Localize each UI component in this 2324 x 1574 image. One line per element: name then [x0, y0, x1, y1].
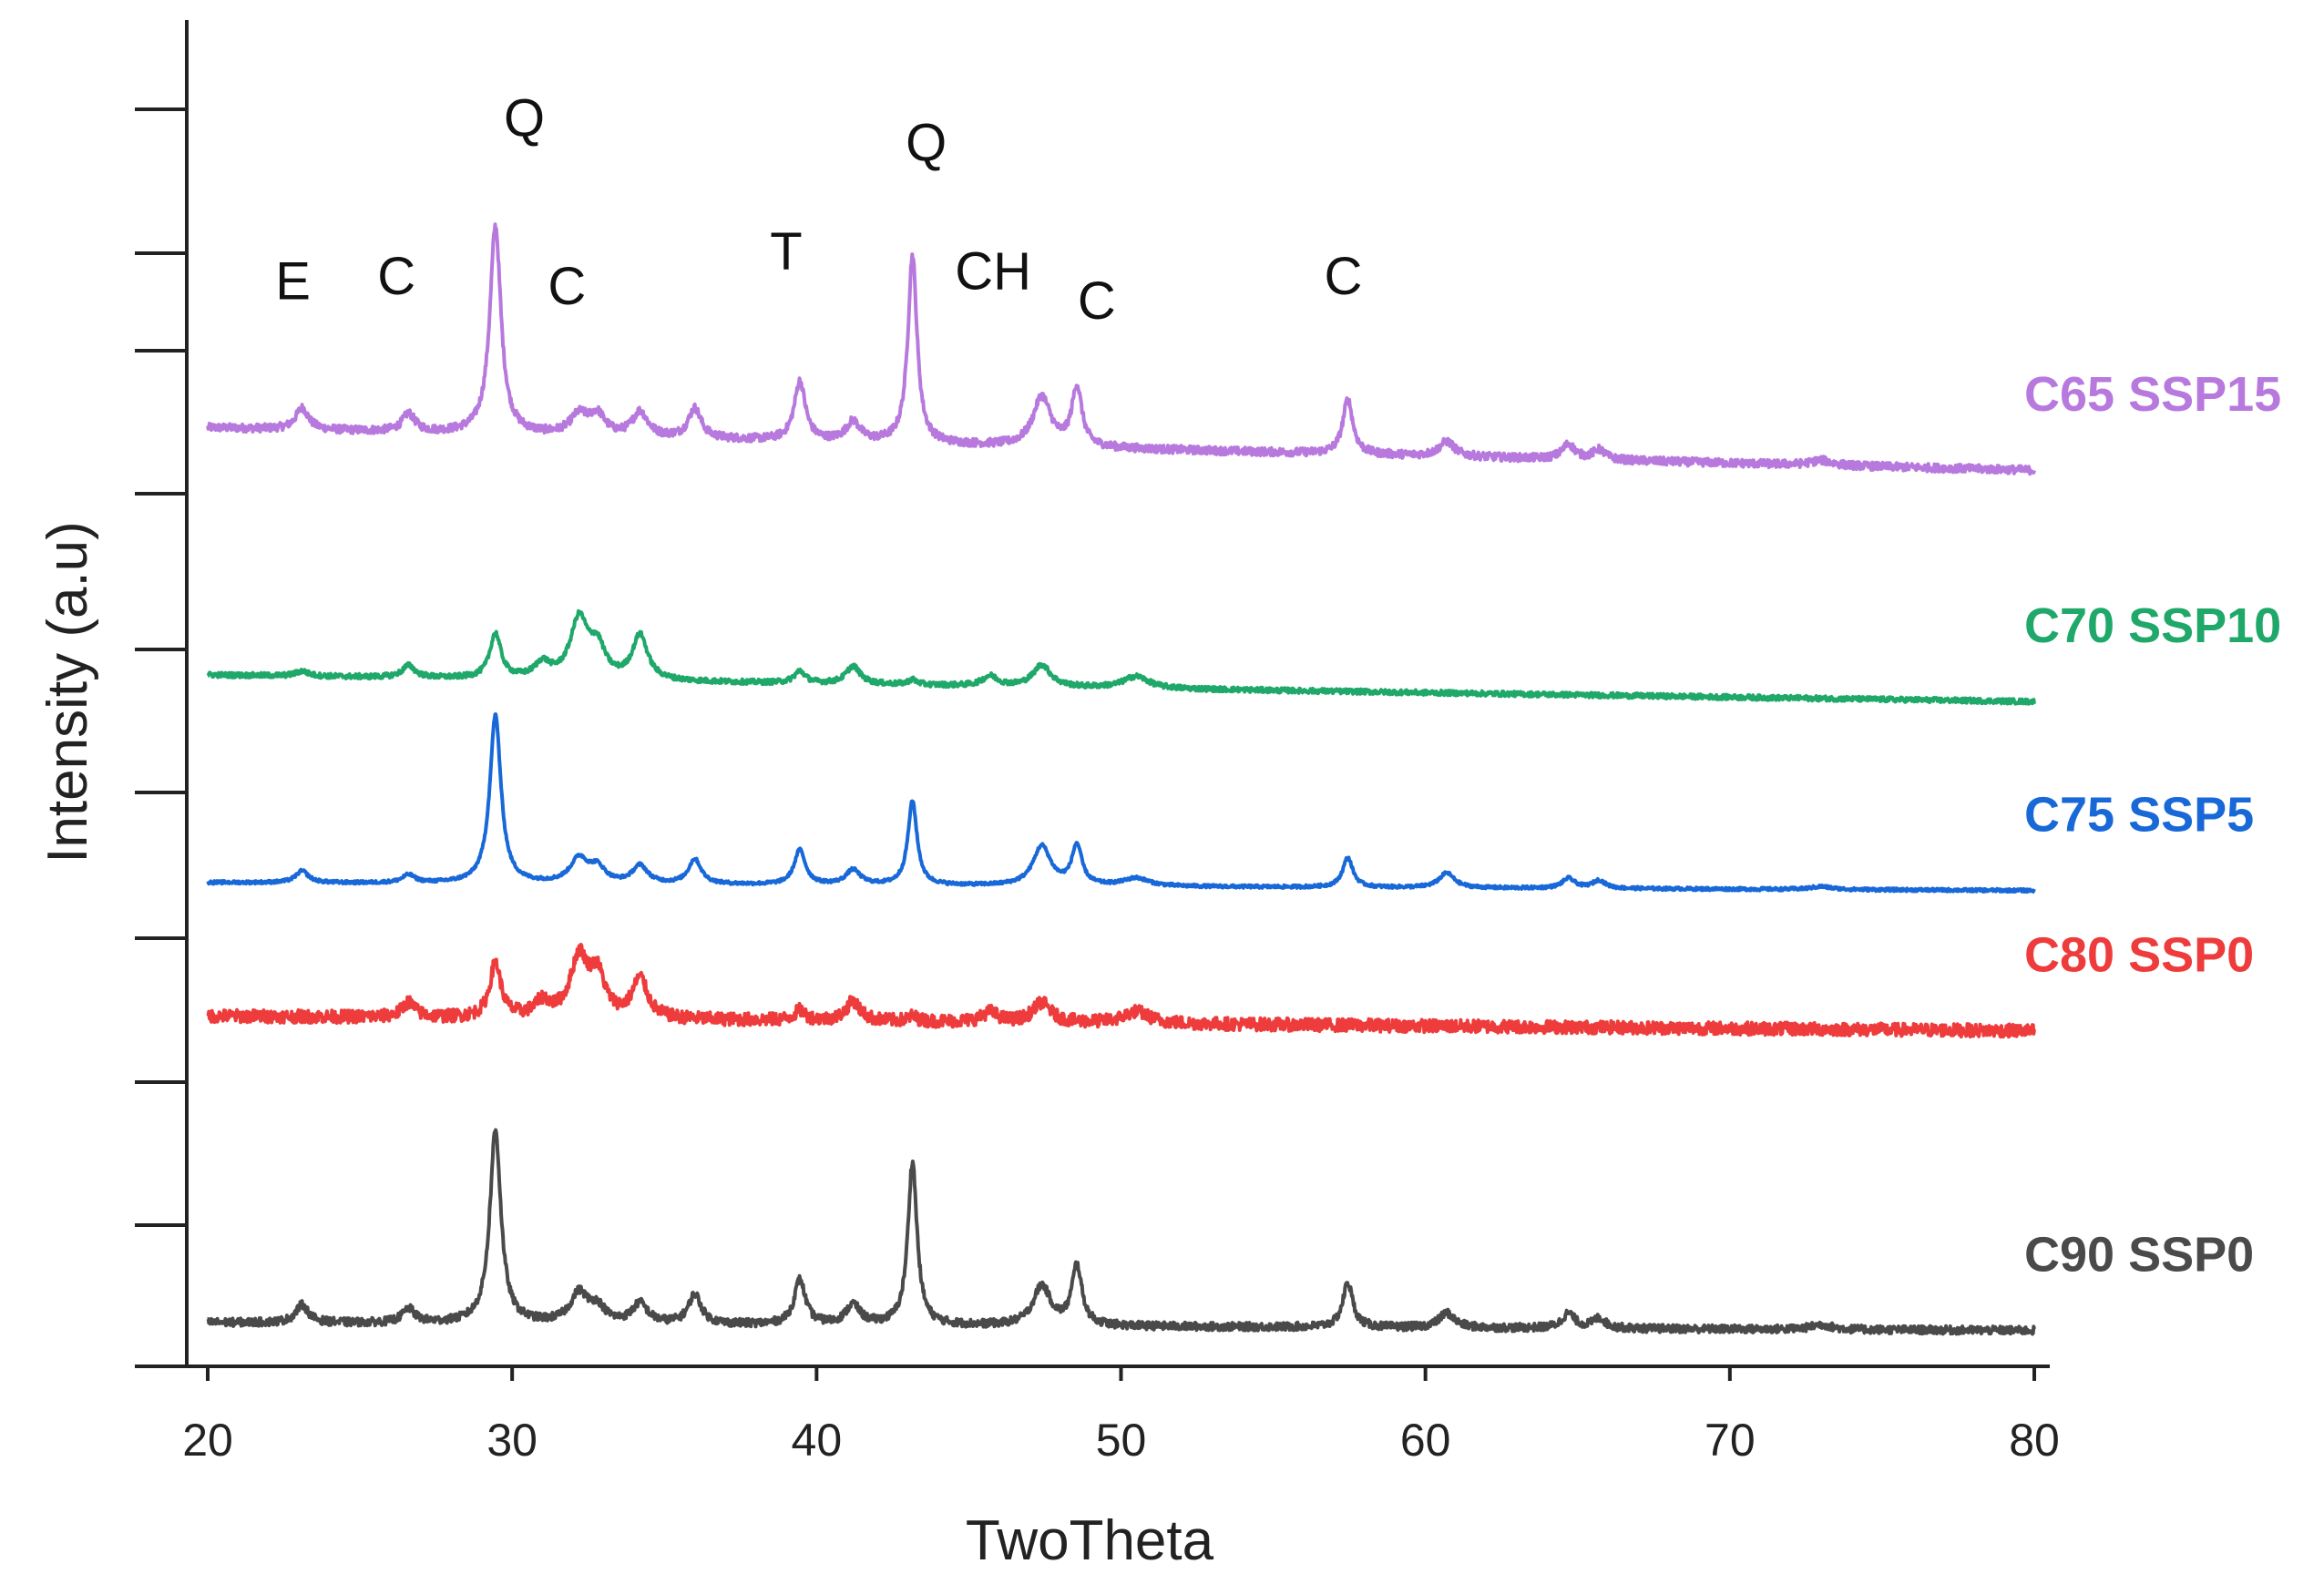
x-ticks: 20 30 40 50 60 70 80	[182, 1366, 2060, 1466]
axes: 20 30 40 50 60 70 80	[135, 20, 2060, 1466]
peak-annotation: C	[377, 247, 415, 306]
x-tick-label: 80	[2009, 1415, 2060, 1466]
series-label: C65 SSP15	[2024, 367, 2281, 422]
y-axis-title: Intensity (a.u)	[36, 521, 99, 864]
series-label: C75 SSP5	[2024, 788, 2254, 843]
series-group	[206, 222, 2036, 1336]
peak-annotation: Q	[906, 113, 947, 172]
series-line	[206, 943, 2036, 1039]
series-line	[206, 712, 2036, 894]
x-tick-label: 70	[1705, 1415, 1756, 1466]
peak-annotation: C	[1078, 271, 1116, 331]
series-label: C70 SSP10	[2024, 598, 2281, 653]
x-tick-label: 50	[1096, 1415, 1147, 1466]
series-line	[206, 1128, 2036, 1336]
peak-annotation: CH	[955, 242, 1031, 302]
peak-annotation: E	[275, 251, 311, 311]
peak-annotation: T	[770, 222, 802, 281]
x-axis-title: TwoTheta	[966, 1509, 1214, 1572]
peak-annotation: C	[548, 257, 586, 316]
x-tick-label: 40	[792, 1415, 843, 1466]
y-ticks	[135, 107, 187, 1227]
peak-annotation: C	[1324, 247, 1362, 306]
x-tick-label: 60	[1400, 1415, 1451, 1466]
peak-annotations: E C Q C T Q CH C C	[275, 88, 1362, 331]
series-label: C90 SSP0	[2024, 1228, 2254, 1283]
series-label: C80 SSP0	[2024, 928, 2254, 983]
peak-annotation: Q	[504, 88, 545, 148]
x-tick-label: 20	[182, 1415, 233, 1466]
series-line	[206, 222, 2036, 476]
series-line	[206, 608, 2036, 706]
series-labels: C65 SSP15 C70 SSP10 C75 SSP5 C80 SSP0 C90 SS…	[2024, 367, 2281, 1282]
x-tick-label: 30	[486, 1415, 537, 1466]
